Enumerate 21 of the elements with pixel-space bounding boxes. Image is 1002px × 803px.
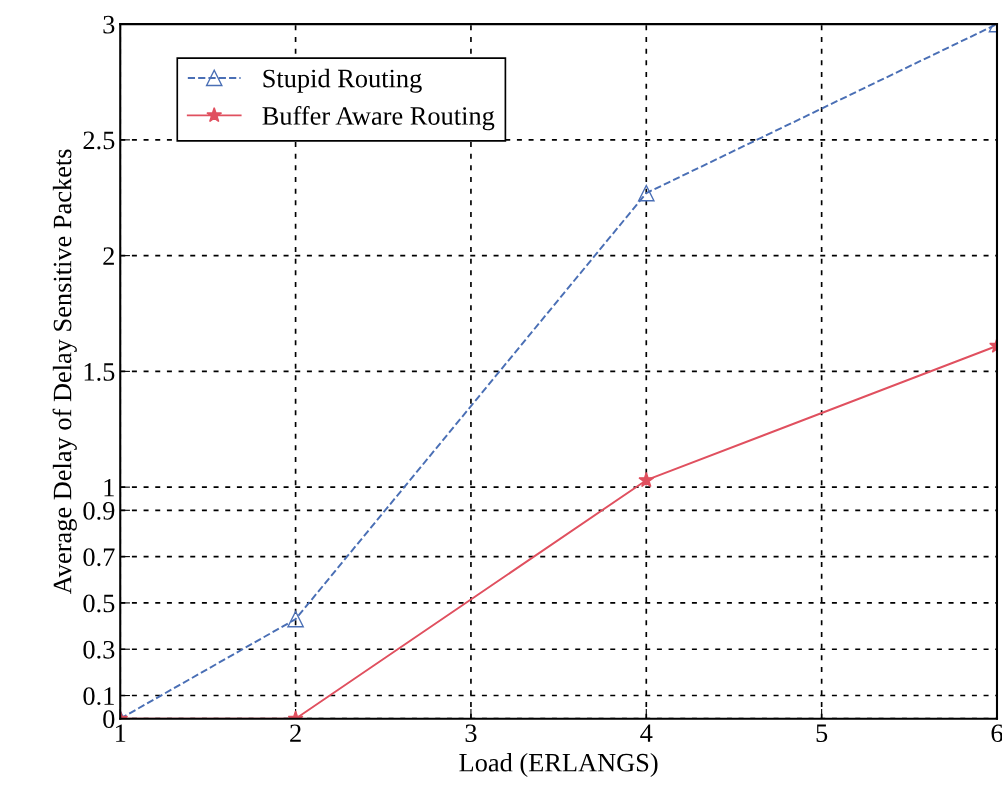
y-tick-label: 1 (104, 478, 114, 497)
y-tick-label: 0.7 (83, 548, 115, 567)
x-tick-label: 5 (816, 724, 828, 743)
y-tick-label: 2 (103, 247, 114, 265)
y-axis-title: Average Delay of Delay Sensitive Packets (52, 149, 77, 595)
x-tick-label: 4 (640, 724, 653, 742)
x-tick-label: 1 (115, 724, 126, 742)
x-tick-label: 6 (991, 724, 1002, 743)
y-tick-label: 0.5 (83, 594, 115, 613)
y-tick-label: 3 (103, 15, 115, 34)
y-tick-label: 0.3 (83, 640, 115, 659)
y-tick-label: 0.1 (83, 687, 114, 706)
legend-label: Stupid Routing (263, 68, 422, 93)
y-tick-label: 0.9 (83, 501, 115, 520)
x-tick-label: 2 (290, 724, 301, 742)
y-tick-label: 0 (103, 710, 115, 729)
x-tick-label: 3 (465, 724, 477, 743)
y-tick-label: 2.5 (83, 131, 115, 150)
y-tick-label: 1.5 (84, 363, 115, 381)
x-axis-title: Load (ERLANGS) (459, 753, 658, 777)
legend-label: Buffer Aware Routing (262, 106, 495, 131)
